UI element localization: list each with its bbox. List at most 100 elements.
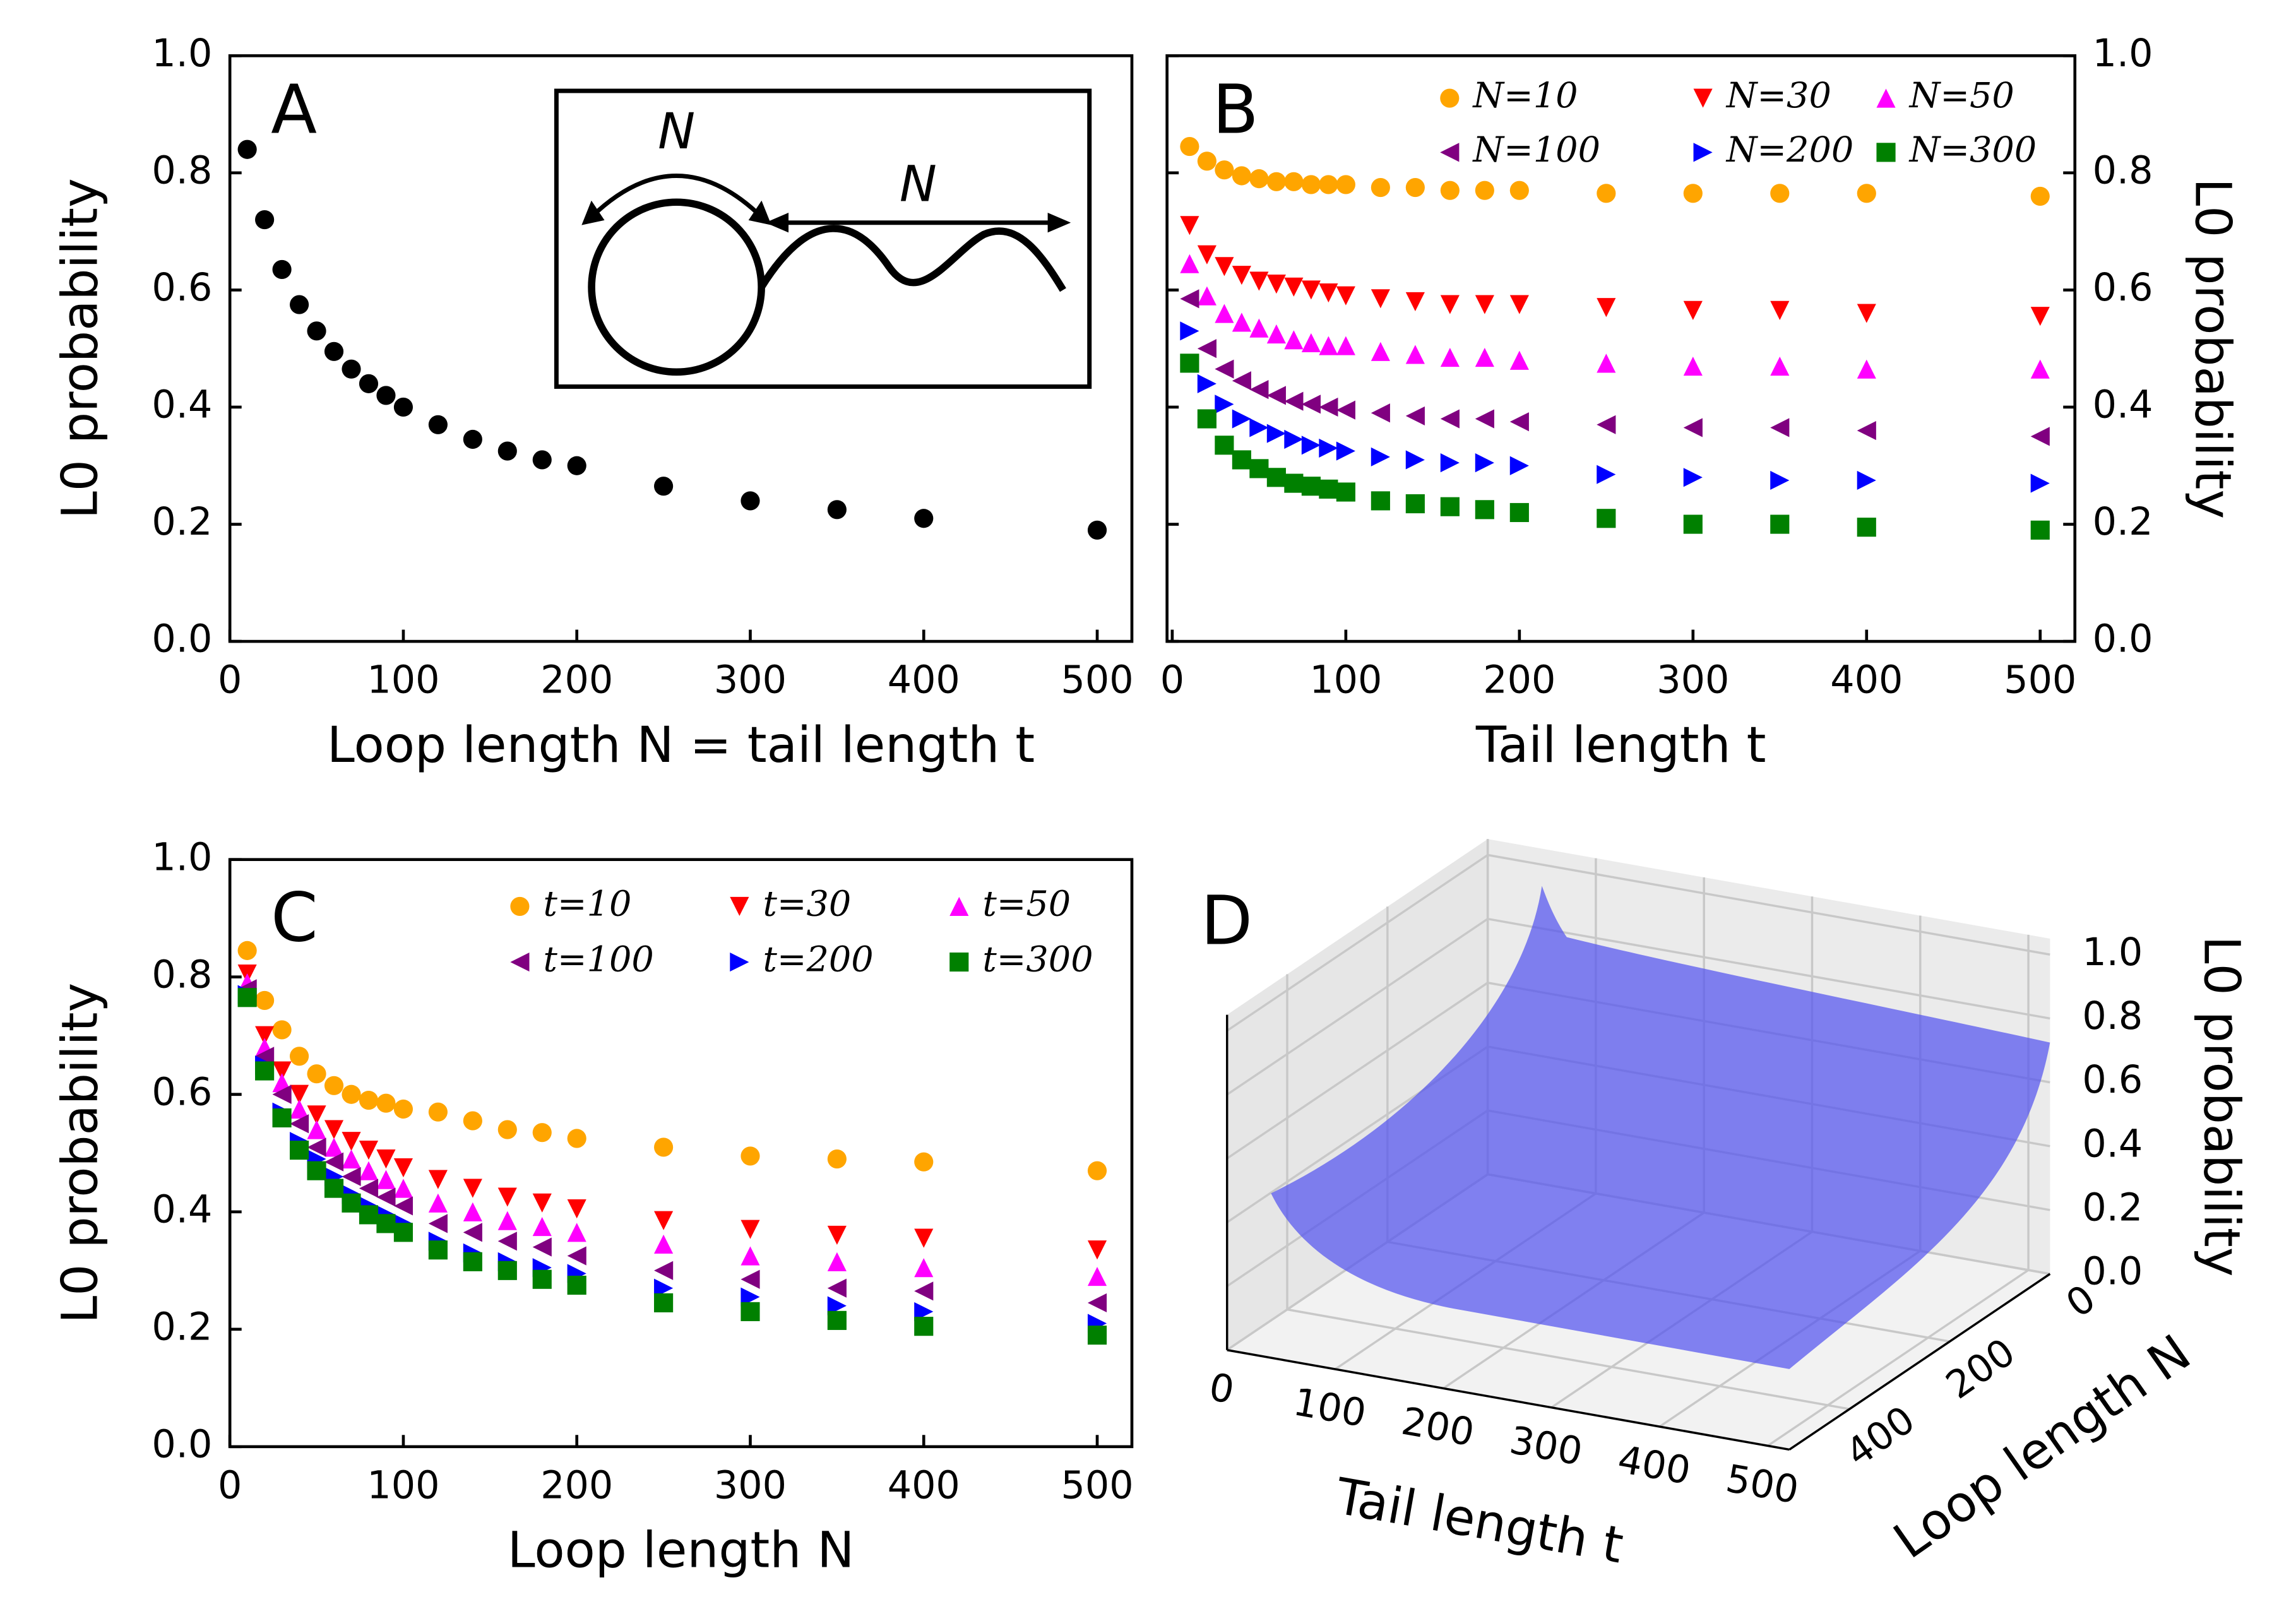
data-point bbox=[1405, 177, 1425, 198]
x-tick-label: 100 bbox=[367, 658, 439, 703]
data-point bbox=[1336, 400, 1355, 420]
x-axis-label: Loop length N = tail length t bbox=[327, 716, 1035, 774]
data-point bbox=[307, 1137, 326, 1157]
data-point bbox=[2030, 427, 2050, 446]
data-point bbox=[1319, 397, 1338, 417]
data-point bbox=[1509, 456, 1529, 475]
data-point bbox=[1249, 380, 1269, 400]
data-point bbox=[2030, 473, 2050, 493]
data-point bbox=[2030, 520, 2050, 540]
x-tick-label: 100 bbox=[1309, 658, 1382, 703]
data-point bbox=[827, 1252, 847, 1271]
data-point bbox=[1284, 330, 1304, 350]
data-point bbox=[1336, 441, 1355, 461]
data-point bbox=[827, 1278, 847, 1298]
data-point bbox=[567, 1129, 586, 1148]
data-point bbox=[1857, 470, 1876, 490]
data-point bbox=[1857, 421, 1876, 441]
data-point bbox=[2030, 307, 2050, 326]
grid-line bbox=[1226, 982, 1489, 1160]
loop-arrow bbox=[590, 174, 763, 218]
data-point bbox=[532, 1216, 552, 1237]
data-point bbox=[1683, 356, 1703, 376]
y-axis-label: L0 probability bbox=[51, 178, 109, 519]
data-point bbox=[1087, 1267, 1107, 1286]
data-point bbox=[1597, 353, 1616, 373]
y-axis-label: L0 probability bbox=[51, 983, 109, 1324]
data-point bbox=[289, 295, 309, 314]
data-point bbox=[914, 1281, 934, 1301]
data-point bbox=[1405, 292, 1425, 312]
data-point bbox=[1371, 403, 1390, 423]
data-point bbox=[1215, 304, 1234, 323]
data-point bbox=[1336, 482, 1355, 502]
y-axis-label: Loop length N bbox=[1883, 1324, 2201, 1571]
y-tick-label: 0.0 bbox=[152, 617, 212, 662]
y-tick-label: 0.4 bbox=[152, 1187, 212, 1232]
legend-label: N=200 bbox=[1725, 129, 1854, 170]
z-tick-label: 0.2 bbox=[2082, 1186, 2143, 1230]
data-point bbox=[827, 1310, 847, 1330]
data-point bbox=[1597, 415, 1616, 434]
data-point bbox=[289, 1099, 309, 1119]
data-point bbox=[393, 1099, 413, 1119]
data-point bbox=[497, 1187, 517, 1207]
data-point bbox=[1232, 371, 1251, 391]
data-point bbox=[1215, 359, 1234, 379]
legend-marker bbox=[949, 952, 969, 972]
data-point bbox=[289, 1084, 309, 1104]
legend-marker bbox=[1876, 143, 1896, 162]
z-tick-label: 0.0 bbox=[2082, 1250, 2143, 1294]
data-point bbox=[272, 1084, 292, 1104]
data-point bbox=[1284, 172, 1304, 191]
legend-marker bbox=[1440, 88, 1460, 108]
data-point bbox=[741, 1269, 760, 1289]
data-point bbox=[567, 1223, 586, 1242]
panel-label: D bbox=[1201, 882, 1252, 960]
legend-label: t=100 bbox=[544, 939, 654, 980]
data-point bbox=[463, 429, 482, 449]
data-point bbox=[359, 1141, 379, 1160]
data-point bbox=[1371, 289, 1390, 309]
legend-marker bbox=[1693, 143, 1713, 162]
data-point bbox=[1683, 514, 1703, 534]
data-point bbox=[1266, 324, 1286, 344]
data-point bbox=[1232, 450, 1251, 470]
plot-frame bbox=[228, 858, 1134, 1449]
data-point bbox=[1249, 318, 1269, 338]
y-tick-label: 1.0 bbox=[152, 32, 212, 76]
data-point bbox=[376, 1170, 396, 1189]
data-point bbox=[376, 386, 396, 405]
data-point bbox=[1215, 257, 1234, 276]
data-point bbox=[359, 1161, 379, 1180]
data-point bbox=[532, 1193, 552, 1213]
data-point bbox=[654, 1293, 674, 1313]
y-tick-label: 1.0 bbox=[152, 835, 212, 879]
data-point bbox=[1683, 468, 1703, 487]
data-point bbox=[393, 1179, 413, 1198]
data-point bbox=[741, 1146, 760, 1166]
data-point bbox=[827, 1296, 847, 1315]
y-tick-label: 0.0 bbox=[152, 1422, 212, 1466]
data-point bbox=[1249, 459, 1269, 478]
legend-label: t=50 bbox=[982, 883, 1071, 924]
x-axis-label: Loop length N bbox=[508, 1521, 855, 1579]
data-point bbox=[255, 1047, 275, 1066]
data-point bbox=[1509, 181, 1529, 200]
data-point bbox=[1087, 1293, 1107, 1313]
data-point bbox=[255, 990, 275, 1011]
data-point bbox=[1301, 333, 1321, 352]
data-point bbox=[1319, 283, 1338, 303]
grid-line bbox=[1767, 1269, 2030, 1447]
data-point bbox=[1405, 450, 1425, 470]
data-point bbox=[428, 1193, 448, 1213]
data-point bbox=[342, 359, 361, 379]
data-point bbox=[1440, 295, 1460, 314]
x-axis-label: Tail length t bbox=[1331, 1467, 1627, 1575]
data-point bbox=[1249, 418, 1269, 437]
y-tick-label: 0.2 bbox=[152, 500, 212, 544]
data-point bbox=[428, 1214, 448, 1233]
data-point bbox=[1266, 424, 1286, 443]
data-point bbox=[463, 1202, 482, 1221]
